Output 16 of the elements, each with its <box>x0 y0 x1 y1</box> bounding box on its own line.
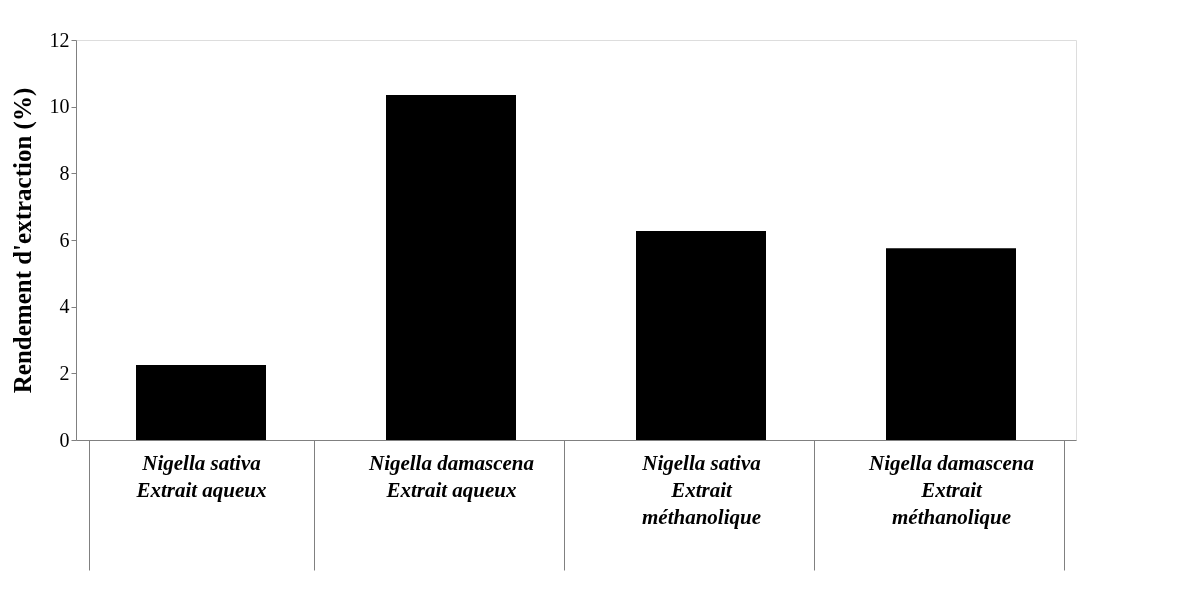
y-tick-label: 2 <box>59 361 70 384</box>
x-tick-label: Nigella damascena Extrait méthanolique <box>867 450 1035 529</box>
y-tick-label: 10 <box>49 95 70 118</box>
y-tick-label: 0 <box>59 428 70 451</box>
y-axis-title: Rendement d'extraction (%) <box>8 87 37 394</box>
bar <box>386 95 516 440</box>
x-tick-label: Nigella sativa Extrait aqueux <box>135 450 267 502</box>
x-tick-label: Nigella sativa Extrait méthanolique <box>641 450 762 529</box>
bar <box>886 248 1016 440</box>
y-tick-label: 8 <box>59 161 70 184</box>
x-tick-label: Nigella damascena Extrait aqueux <box>367 450 535 502</box>
y-tick-label: 6 <box>59 228 70 251</box>
y-tick-label: 4 <box>59 295 70 318</box>
bar <box>636 231 766 440</box>
y-tick-label: 12 <box>49 28 70 51</box>
bar <box>136 365 266 440</box>
